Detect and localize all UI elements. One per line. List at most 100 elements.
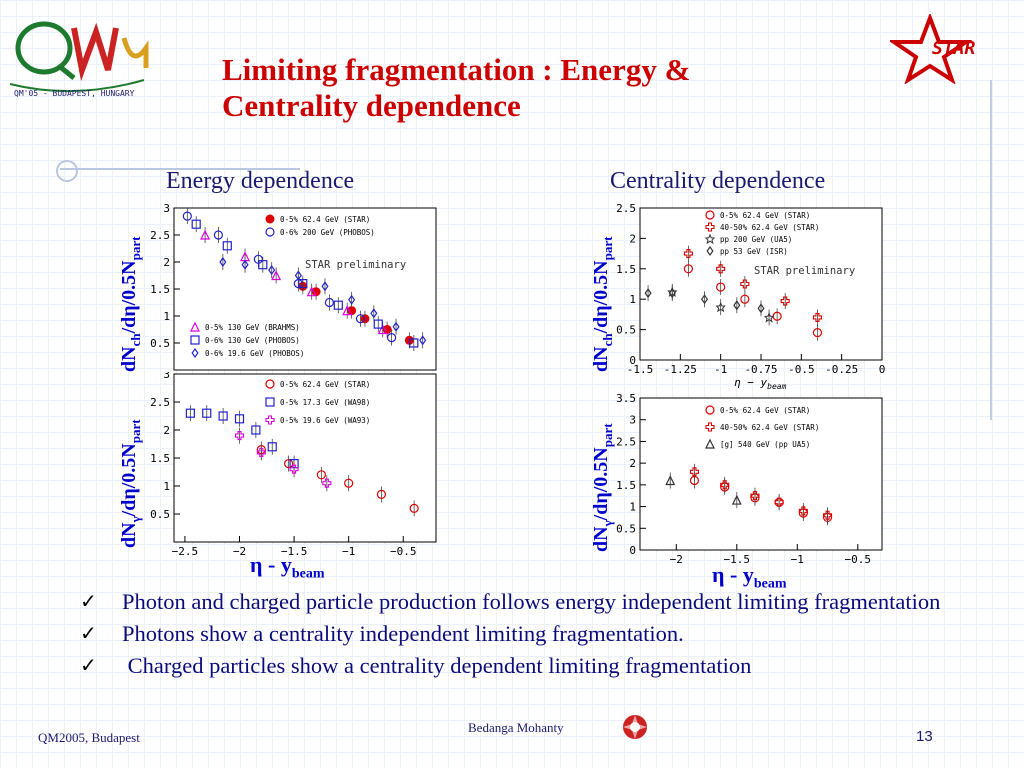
legend-marker xyxy=(705,405,715,415)
legend-entry: 0-5% 62.4 GeV (STAR) xyxy=(720,406,810,415)
centrality-photon-ylabel: dNγ/dη/0.5Npart xyxy=(590,423,615,552)
data-point xyxy=(321,281,329,292)
y-tick-label: 1.5 xyxy=(616,479,636,492)
y-tick-label: 2 xyxy=(163,424,170,437)
data-point xyxy=(322,478,332,488)
star-logo: STAR xyxy=(890,14,976,84)
y-tick-label: 2.5 xyxy=(150,396,170,409)
checkmark-icon: ✓ xyxy=(80,591,97,613)
y-tick-label: 3 xyxy=(163,372,170,381)
data-point xyxy=(268,265,276,276)
bullet-list: ✓ Photon and charged particle production … xyxy=(80,586,980,682)
legend-marker xyxy=(705,438,715,449)
data-point xyxy=(267,442,277,452)
centrality-xlabel: η - ybeam xyxy=(712,562,787,592)
legend-entry: 0-5% 17.3 GeV (WA98) xyxy=(280,398,370,407)
data-point xyxy=(289,464,299,474)
legend-entry: 40-50% 62.4 GeV (STAR) xyxy=(720,423,819,432)
legend-marker xyxy=(705,422,715,432)
energy-charged-plot: 0.5 1 1.5 2 2.5 3 0-5% 62.4 GeV (STAR) 0-6% 200… xyxy=(150,202,437,371)
y-tick-label: 1 xyxy=(163,480,170,493)
y-tick-label: 2 xyxy=(629,232,636,245)
legend-marker xyxy=(191,347,199,359)
y-tick-label: 0.5 xyxy=(616,324,636,337)
y-tick-label: 1 xyxy=(163,310,170,323)
legend-marker xyxy=(265,397,275,407)
legend-marker xyxy=(265,415,275,425)
legend-entry: [g] 540 GeV (pp UA5) xyxy=(720,440,810,449)
data-point xyxy=(733,300,741,311)
footer-author: Bedanga Mohanty xyxy=(468,720,564,735)
x-tick-label: −0.5 xyxy=(845,553,872,566)
data-point xyxy=(258,260,268,270)
data-point xyxy=(324,297,335,308)
qm-logo: QM'05 - BUDAPEST, HUNGARY xyxy=(9,21,149,98)
y-tick-label: 3 xyxy=(163,202,170,215)
energy-photon-plot: 0.5 1 1.5 2 2.5 3 −2.5 −2 −1.5 −1 −0.5 0-5% 62.4 Ge… xyxy=(150,372,437,556)
x-tick-label: -1.25 xyxy=(664,363,697,376)
y-tick-label: 0.5 xyxy=(616,522,636,535)
data-point xyxy=(683,249,693,259)
data-point xyxy=(241,259,249,270)
x-tick-label: −1 xyxy=(791,553,804,566)
data-point xyxy=(665,475,676,486)
legend-marker xyxy=(265,379,275,389)
data-point xyxy=(294,270,302,281)
data-point xyxy=(218,411,228,421)
energy-xlabel: η - ybeam xyxy=(250,552,325,582)
data-point xyxy=(740,279,750,289)
data-point xyxy=(251,425,261,435)
data-point xyxy=(386,333,397,343)
energy-charged-ylabel: dNch/dη/0.5Npart xyxy=(118,236,143,372)
data-point xyxy=(202,408,212,418)
x-tick-label: -1 xyxy=(714,363,727,376)
data-point xyxy=(370,308,378,319)
data-point xyxy=(377,324,388,335)
title-line-2: Centrality dependence xyxy=(222,88,521,123)
y-tick-label: 0.5 xyxy=(150,508,170,521)
data-point xyxy=(298,278,308,289)
data-point xyxy=(668,288,676,299)
data-point xyxy=(213,230,224,240)
data-point xyxy=(701,294,709,305)
y-tick-label: 0 xyxy=(629,354,636,367)
data-point xyxy=(716,282,726,292)
bullet-item: ✓ Photons show a centrality independent l… xyxy=(80,618,980,650)
data-point xyxy=(355,314,366,324)
y-tick-label: 2.5 xyxy=(616,435,636,448)
legend-entry: 0-5% 19.6 GeV (WA93) xyxy=(280,416,370,425)
data-point xyxy=(798,506,808,516)
legend-marker xyxy=(265,214,275,224)
data-point xyxy=(740,294,750,304)
title-line-1: Limiting fragmentation : Energy & xyxy=(222,52,691,87)
axis-title: η − ybeam xyxy=(734,376,787,390)
legend-entry: 0-6% 19.6 GeV (PHOBOS) xyxy=(205,349,304,358)
legend-entry: 40-50% 62.4 GeV (STAR) xyxy=(720,223,819,232)
y-tick-label: 1.5 xyxy=(616,263,636,276)
data-point xyxy=(689,467,699,477)
centrality-heading: Centrality dependence xyxy=(610,168,826,194)
data-point xyxy=(812,312,823,322)
legend-marker xyxy=(705,210,715,220)
qm-logo-text: QM'05 - BUDAPEST, HUNGARY xyxy=(14,89,135,98)
data-point xyxy=(750,491,760,501)
data-point xyxy=(256,447,266,457)
decorative-circle xyxy=(56,160,78,182)
y-tick-label: 1.5 xyxy=(150,452,170,465)
y-tick-label: 3.5 xyxy=(616,392,636,405)
data-point xyxy=(234,414,245,424)
y-tick-label: 1 xyxy=(629,293,636,306)
data-point xyxy=(333,300,343,310)
data-point xyxy=(409,503,419,513)
y-tick-label: 3 xyxy=(629,414,636,427)
decorative-vertical-line xyxy=(990,80,992,420)
x-tick-label: −1.5 xyxy=(281,545,308,556)
data-point xyxy=(306,286,317,297)
legend-entry: 0-6% 200 GeV (PHOBOS) xyxy=(280,228,375,237)
legend-entry: 0-5% 62.4 GeV (STAR) xyxy=(720,211,810,220)
legend-marker xyxy=(704,233,716,245)
data-point xyxy=(764,312,775,323)
bullet-item: ✓ Charged particles show a centrality de… xyxy=(80,650,980,682)
preliminary-annotation: STAR preliminary xyxy=(754,265,855,277)
